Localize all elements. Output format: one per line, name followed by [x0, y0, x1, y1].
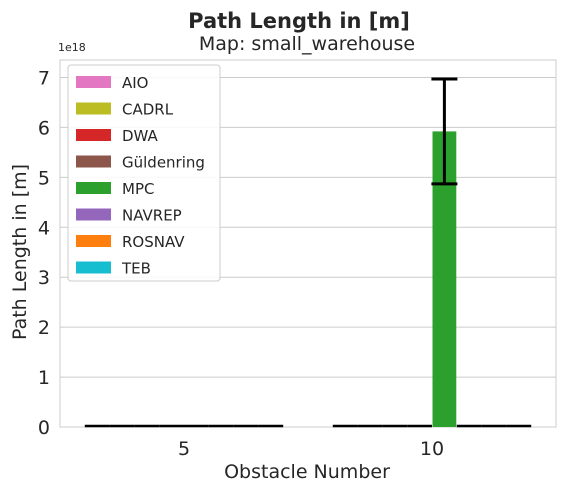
legend-label-navrep: NAVREP	[122, 207, 182, 225]
legend-label-teb: TEB	[121, 260, 151, 278]
y-axis-label: Path Length in [m]	[9, 164, 31, 340]
legend-box	[67, 64, 221, 282]
y-tick-label: 0	[38, 417, 50, 439]
legend-swatch-cadrl	[76, 102, 111, 115]
x-tick-labels: 5 10	[178, 438, 444, 460]
plot-frame	[59, 59, 557, 428]
legend-swatch-navrep	[76, 208, 111, 221]
x-tick-label: 10	[420, 438, 444, 460]
bars	[432, 131, 457, 428]
x-axis-label: Obstacle Number	[224, 461, 390, 483]
chart-title: Map: small_warehouse	[199, 33, 415, 55]
legend-label-mpc: MPC	[122, 180, 154, 198]
legend-label-dwa: DWA	[122, 127, 159, 145]
y-tick-label: 4	[38, 217, 50, 239]
legend-swatch-dwa	[76, 129, 111, 141]
chart-suptitle: Path Length in [m]	[188, 9, 410, 33]
legend-swatch-aio	[76, 76, 111, 88]
legend-swatch-rosnav	[76, 235, 111, 247]
error-bars	[84, 77, 532, 428]
y-tick-labels: 0 1 2 3 4 5 6 7	[38, 67, 50, 439]
legend-swatch-güldenring	[76, 155, 111, 168]
y-tick-label: 2	[38, 317, 50, 339]
y-offset-text: 1e18	[58, 41, 86, 54]
x-tick-label: 5	[178, 438, 190, 460]
y-tick-label: 6	[38, 117, 50, 139]
legend-label-cadrl: CADRL	[122, 101, 174, 119]
y-tick-label: 1	[38, 367, 50, 389]
legend-swatch-teb	[76, 261, 111, 274]
legend-label-aio: AIO	[122, 74, 149, 92]
legend: AIO CADRL DWA Güldenring MPC NAVREP ROSNAV TEB	[67, 64, 221, 282]
bar-mpc-10	[432, 131, 457, 428]
y-tick-label: 7	[38, 67, 50, 89]
y-tick-label: 3	[38, 267, 50, 289]
legend-label-rosnav: ROSNAV	[122, 233, 185, 251]
y-tick-label: 5	[38, 167, 50, 189]
legend-swatch-mpc	[76, 182, 111, 194]
legend-label-güldenring: Güldenring	[122, 154, 205, 172]
